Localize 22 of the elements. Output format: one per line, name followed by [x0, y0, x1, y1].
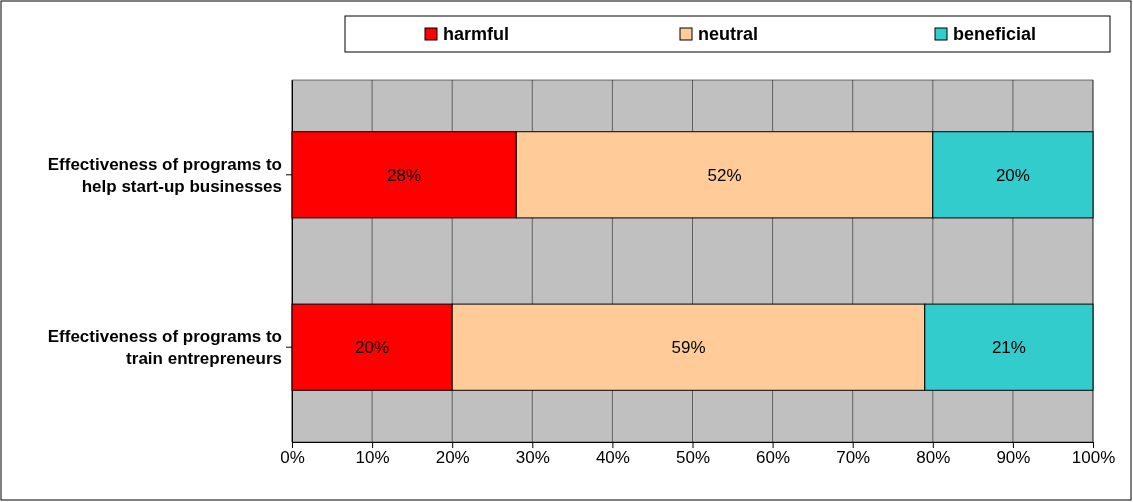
x-tick-label: 90% [996, 448, 1031, 468]
text: 59% [671, 338, 706, 358]
text: 20% [995, 165, 1030, 185]
x-tick-label: 50% [675, 448, 711, 468]
text: 21% [991, 338, 1026, 358]
x-tick-label: 40% [595, 448, 630, 468]
x-tick-label: 0% [280, 448, 305, 468]
x-tick-label: 30% [515, 448, 550, 468]
x-tick-label: 70% [836, 448, 871, 468]
x-tick-label: 80% [916, 448, 951, 468]
legend-label: beneficial [953, 24, 1037, 45]
x-tick-label: 20% [435, 448, 470, 468]
text: 52% [707, 165, 742, 185]
y-tick-label: Effectiveness of programs to train entrepreneurs [47, 327, 282, 369]
y-tick-label: Effectiveness of programs to help start-up businesses [47, 154, 282, 196]
legend-label: harmful [443, 24, 510, 45]
x-tick-label: 100% [1071, 448, 1116, 468]
text: 28% [387, 165, 422, 185]
legend-label: neutral [698, 24, 759, 45]
text: 20% [355, 338, 390, 358]
x-tick-label: 10% [355, 448, 390, 468]
x-tick-label: 60% [756, 448, 791, 468]
